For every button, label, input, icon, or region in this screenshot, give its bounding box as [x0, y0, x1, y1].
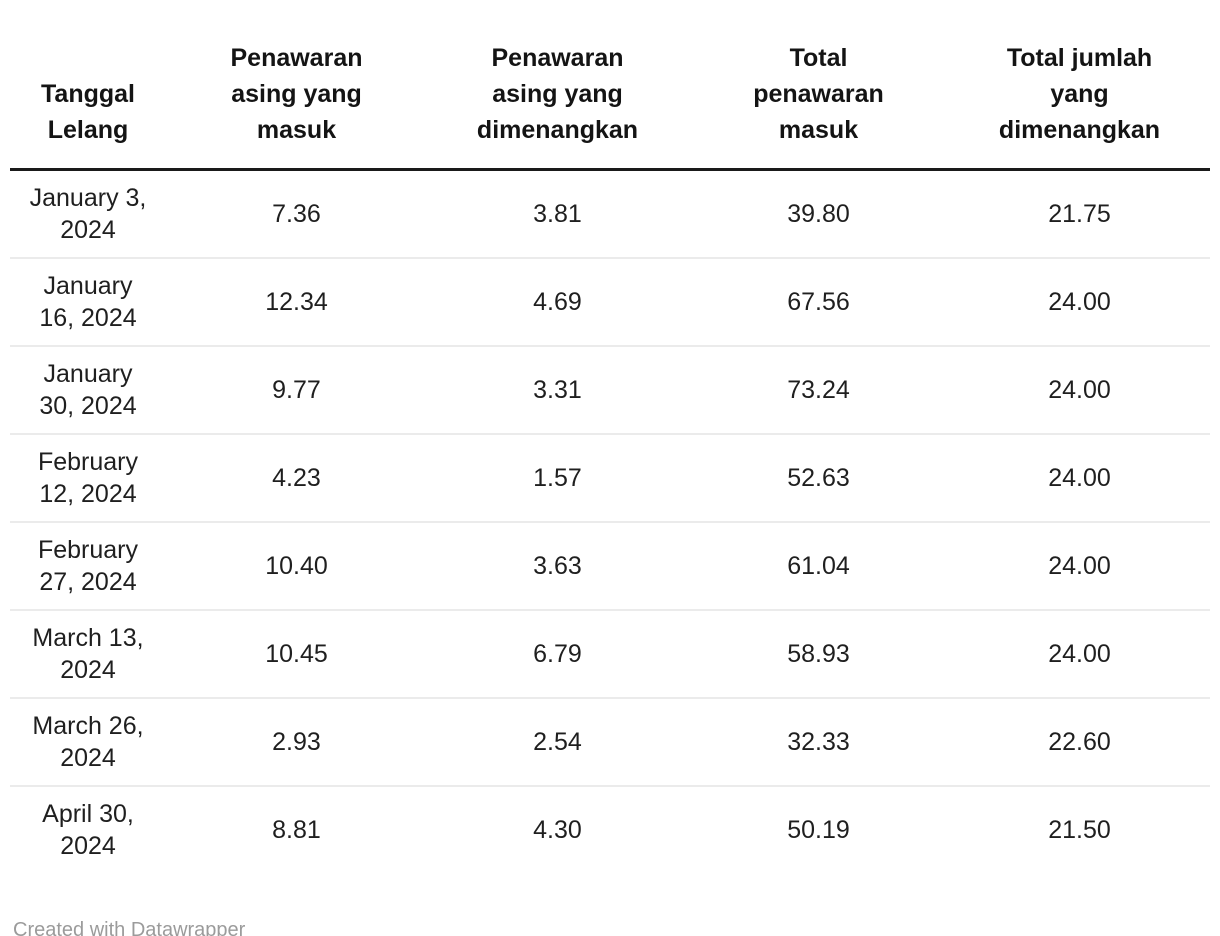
value-cell: 3.63: [427, 522, 688, 611]
value-cell: 9.77: [166, 346, 427, 435]
table-row: March 13, 2024 10.45 6.79 58.93 24.00: [10, 610, 1210, 699]
datawrapper-credit-link[interactable]: Created with Datawrapper: [13, 919, 246, 936]
date-cell: February 27, 2024: [10, 522, 166, 611]
table-row: January 30, 2024 9.77 3.31 73.24 24.00: [10, 346, 1210, 435]
value-cell: 24.00: [949, 346, 1210, 435]
value-cell: 2.54: [427, 698, 688, 787]
auction-date: March 13, 2024: [32, 624, 144, 684]
value-cell: 4.69: [427, 258, 688, 347]
value-cell: 4.23: [166, 434, 427, 523]
auction-date: January 30, 2024: [39, 360, 137, 420]
table-body: January 3, 2024 7.36 3.81 39.80 21.75 January…: [10, 169, 1210, 874]
value-cell: 24.00: [949, 434, 1210, 523]
value-cell: 39.80: [688, 169, 949, 259]
value-cell: 8.81: [272, 816, 321, 844]
value-cell: 6.79: [427, 610, 688, 699]
date-cell: March 26, 2024: [10, 698, 166, 787]
value-cell: 24.00: [949, 258, 1210, 347]
date-cell: April 30, 2024: [10, 786, 166, 873]
value-cell: 12.34: [166, 258, 427, 347]
value-cell: 4.30: [533, 816, 582, 844]
table-row: March 26, 2024 2.93 2.54 32.33 22.60: [10, 698, 1210, 787]
auction-date: March 26, 2024: [32, 712, 144, 772]
date-cell: February 12, 2024: [10, 434, 166, 523]
value-cell: 21.50: [1048, 816, 1111, 844]
table-row: January 3, 2024 7.36 3.81 39.80 21.75: [10, 169, 1210, 259]
value-cell: 7.36: [166, 169, 427, 259]
value-cell: 52.63: [688, 434, 949, 523]
value-cell: 3.31: [427, 346, 688, 435]
value-cell: 58.93: [688, 610, 949, 699]
column-header-penawaran-asing-masuk: Penawaran asing yang masuk: [166, 34, 427, 171]
value-cell: 1.57: [427, 434, 688, 523]
value-cell: 24.00: [949, 610, 1210, 699]
column-header-label: Total jumlah yang dimenangkan: [998, 44, 1161, 144]
table-row: February 27, 2024 10.40 3.63 61.04 24.00: [10, 522, 1210, 611]
auction-date: January 3, 2024: [29, 184, 147, 244]
auction-date: February 12, 2024: [37, 448, 139, 508]
date-cell: January 3, 2024: [10, 169, 166, 259]
column-header-label: Penawaran asing yang masuk: [230, 44, 363, 144]
table-row: January 16, 2024 12.34 4.69 67.56 24.00: [10, 258, 1210, 347]
value-cell: 10.45: [166, 610, 427, 699]
column-header-label: Tanggal Lelang: [41, 80, 135, 144]
column-header-total-jumlah-dimenangkan: Total jumlah yang dimenangkan: [949, 34, 1210, 171]
value-cell: 22.60: [949, 698, 1210, 787]
table-row: February 12, 2024 4.23 1.57 52.63 24.00: [10, 434, 1210, 523]
table-row: April 30, 2024 8.81 4.30 50.19 21.50: [10, 786, 1210, 873]
auction-date: April 30, 2024: [42, 800, 134, 860]
value-cell: 50.19: [787, 816, 850, 844]
value-cell: 2.93: [166, 698, 427, 787]
value-cell: 67.56: [688, 258, 949, 347]
value-cell: 61.04: [688, 522, 949, 611]
value-cell: 73.24: [688, 346, 949, 435]
auction-date: January 16, 2024: [39, 272, 137, 332]
date-cell: January 16, 2024: [10, 258, 166, 347]
auction-date: February 27, 2024: [37, 536, 139, 596]
value-cell: 3.81: [427, 169, 688, 259]
value-cell: 24.00: [949, 522, 1210, 611]
value-cell: 21.75: [949, 169, 1210, 259]
column-header-total-penawaran-masuk: Total penawaran masuk: [688, 34, 949, 171]
date-cell: March 13, 2024: [10, 610, 166, 699]
date-cell: January 30, 2024: [10, 346, 166, 435]
table-header-row: Tanggal Lelang Penawaran asing yang masu…: [10, 34, 1210, 171]
value-cell: 10.40: [166, 522, 427, 611]
value-cell: 32.33: [688, 698, 949, 787]
column-header-label: Total penawaran masuk: [753, 44, 884, 144]
column-header-label: Penawaran asing yang dimenangkan: [476, 44, 639, 144]
auction-table: Tanggal Lelang Penawaran asing yang masu…: [10, 34, 1210, 873]
column-header-tanggal-lelang: Tanggal Lelang: [10, 34, 166, 171]
column-header-penawaran-asing-dimenangkan: Penawaran asing yang dimenangkan: [427, 34, 688, 171]
